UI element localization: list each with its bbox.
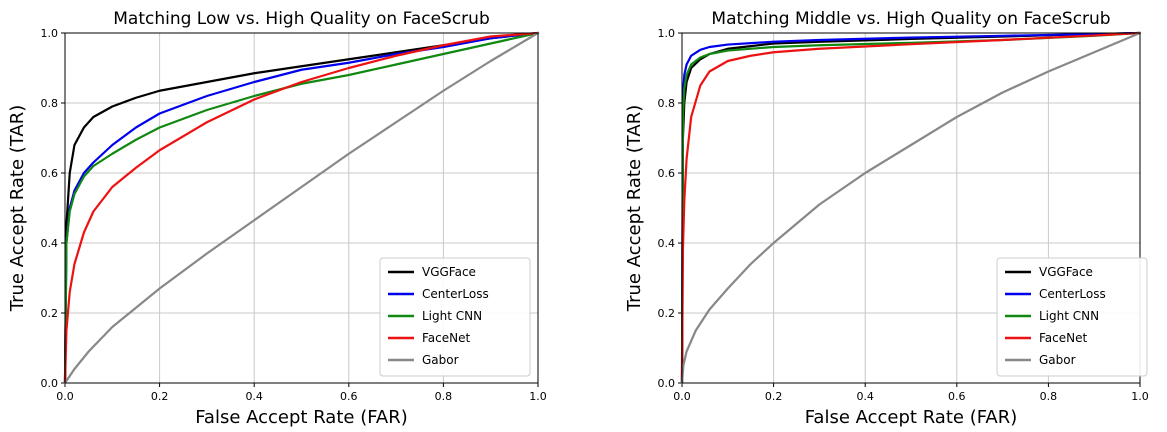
- x-tick-label: 0.0: [56, 390, 74, 403]
- legend-label: Light CNN: [422, 309, 482, 323]
- chart-title: Matching Low vs. High Quality on FaceScr…: [113, 9, 490, 29]
- y-tick-label: 0.2: [41, 307, 59, 320]
- y-tick-label: 0.2: [658, 307, 676, 320]
- y-tick-label: 1.0: [41, 27, 59, 40]
- y-tick-label: 1.0: [658, 27, 676, 40]
- x-tick-label: 0.6: [948, 390, 966, 403]
- series-line-gabor: [63, 31, 540, 385]
- legend-label: Gabor: [1039, 353, 1076, 367]
- legend-label: FaceNet: [1039, 331, 1087, 345]
- x-tick-label: 0.0: [673, 390, 691, 403]
- y-tick-label: 0.6: [41, 167, 59, 180]
- legend-label: Gabor: [422, 353, 459, 367]
- legend-label: VGGFace: [1039, 265, 1093, 279]
- y-tick-label: 0.4: [658, 237, 676, 250]
- series-line-facenet: [680, 31, 1142, 385]
- chart-middle-vs-high: 0.0 0.2 0.4 0.6 0.8 1.0 0.0 0.2 0.4 0.6 0.8 1.0 Matc…: [624, 9, 1149, 428]
- series-line-vggface: [63, 31, 540, 385]
- legend-label: VGGFace: [422, 265, 476, 279]
- chart-low-vs-high: 0.0 0.2 0.4 0.6 0.8 1.0 0.0 0.2 0.4 0.6 0.8 1.0 Matc…: [7, 9, 547, 428]
- x-tick-label: 0.8: [1040, 390, 1058, 403]
- legend-box: [996, 257, 1148, 377]
- plot-frame: [681, 32, 1141, 384]
- plot-frame: [64, 32, 539, 384]
- y-tick-label: 0.0: [41, 377, 59, 390]
- y-tick-label: 0.8: [658, 97, 676, 110]
- chart-title: Matching Middle vs. High Quality on Face…: [711, 9, 1110, 29]
- x-tick-label: 0.8: [435, 390, 453, 403]
- y-axis-label: True Accept Rate (TAR): [7, 105, 28, 312]
- x-tick-label: 0.4: [856, 390, 874, 403]
- legend-box: [379, 257, 531, 377]
- y-tick-label: 0.0: [658, 377, 676, 390]
- series-line-gabor: [680, 31, 1142, 385]
- y-tick-label: 0.4: [41, 237, 59, 250]
- x-tick-label: 1.0: [529, 390, 547, 403]
- legend-label: CenterLoss: [1039, 287, 1106, 301]
- x-tick-label: 0.6: [340, 390, 358, 403]
- series-line-light-cnn: [63, 31, 540, 385]
- y-tick-label: 0.6: [658, 167, 676, 180]
- x-axis-label: False Accept Rate (FAR): [805, 407, 1018, 428]
- series-line-facenet: [63, 31, 540, 385]
- y-tick-label: 0.8: [41, 97, 59, 110]
- x-tick-label: 0.4: [245, 390, 263, 403]
- x-tick-label: 1.0: [1131, 390, 1149, 403]
- x-tick-label: 0.2: [765, 390, 783, 403]
- x-axis-label: False Accept Rate (FAR): [195, 407, 408, 428]
- legend-label: FaceNet: [422, 331, 470, 345]
- y-axis-label: True Accept Rate (TAR): [624, 105, 645, 312]
- x-tick-label: 0.2: [151, 390, 169, 403]
- legend-label: CenterLoss: [422, 287, 489, 301]
- series-line-centerloss: [680, 31, 1142, 385]
- legend-label: Light CNN: [1039, 309, 1099, 323]
